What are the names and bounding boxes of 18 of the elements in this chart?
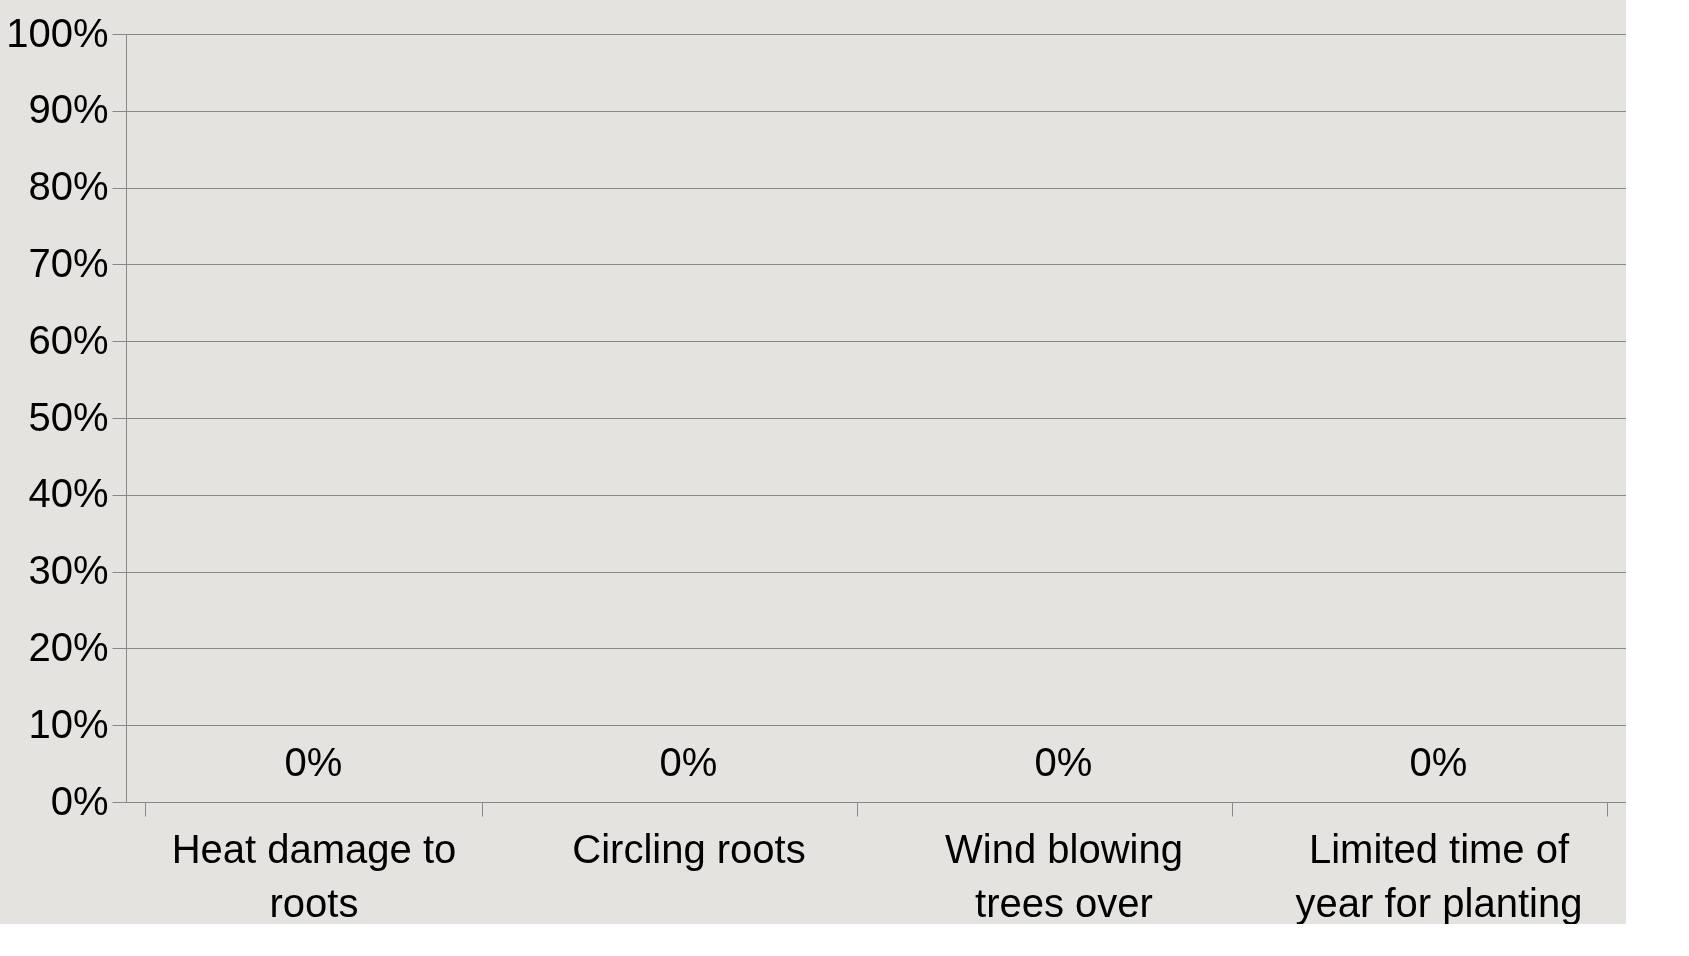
y-tick-label: 20% [28,624,109,669]
data-label: 0% [284,740,343,784]
x-tick-label: Wind blowing trees over [945,826,1183,925]
y-tick-label: 60% [28,317,109,362]
x-tick-label: Circling roots [572,826,806,871]
y-tick-label: 50% [28,394,109,439]
y-tick-label: 80% [28,164,109,209]
data-label: 0% [1034,740,1093,784]
y-tick-label: 90% [28,87,109,132]
y-tick-label: 100% [6,10,109,55]
data-label: 0% [1409,740,1468,784]
x-tick-label: Heat damage to roots [171,826,457,925]
y-tick-label: 10% [28,701,109,746]
y-tick-label: 0% [50,778,109,823]
y-tick-label: 70% [28,240,109,285]
data-label: 0% [659,740,718,784]
y-tick-label: 40% [28,471,109,516]
y-tick-label: 30% [28,548,109,593]
